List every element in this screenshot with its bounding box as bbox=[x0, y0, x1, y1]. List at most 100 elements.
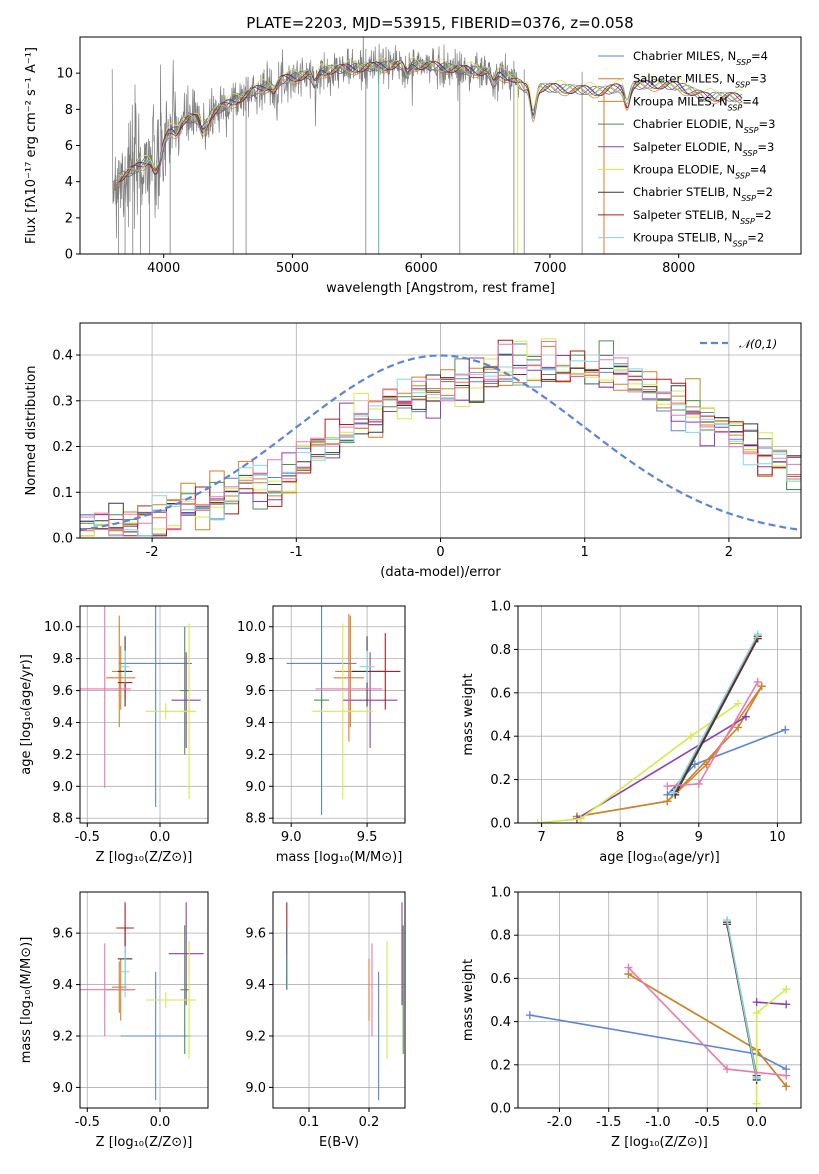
y-tick-label: 9.8 bbox=[245, 652, 266, 667]
x-tick-label: 0 bbox=[436, 545, 444, 560]
histogram-step bbox=[80, 338, 801, 538]
y-tick-label: 8 bbox=[65, 103, 73, 118]
y-tick-label: 9.2 bbox=[245, 748, 266, 763]
observed-spectrum bbox=[111, 37, 520, 239]
y-tick-label: 10.0 bbox=[44, 620, 73, 635]
age-vs-Z-panel: -0.5 0.0 8.8 9.0 9.2 9.4 9.6 9.8 10.0 Z [log₁₀(Z/… bbox=[19, 605, 209, 865]
data-point-marker bbox=[782, 1000, 791, 1009]
y-tick-label: 0.0 bbox=[490, 1102, 511, 1117]
axes-frame bbox=[517, 891, 802, 1109]
y-tick-label: 9.4 bbox=[52, 978, 73, 993]
legend-entry: Chabrier STELIB, NSSP=2 bbox=[633, 185, 773, 203]
y-tick-label: 9.6 bbox=[245, 684, 266, 699]
x-tick-label: 5000 bbox=[276, 261, 309, 276]
model-spectrum-line bbox=[118, 60, 743, 180]
x-axis-label: (data-model)/error bbox=[380, 565, 501, 580]
data-point-marker bbox=[576, 814, 585, 823]
y-tick-label: 8.8 bbox=[52, 812, 73, 827]
histogram-step bbox=[80, 343, 801, 538]
legend-entry: Kroupa MILES, NSSP=4 bbox=[633, 94, 759, 112]
data-point-marker bbox=[741, 712, 750, 721]
data-point-marker bbox=[533, 819, 542, 823]
y-tick-label: 10.0 bbox=[237, 620, 266, 635]
x-tick-label: 9.0 bbox=[281, 830, 302, 845]
y-axis-label: Flux [fλ10⁻¹⁷ erg cm⁻² s⁻¹ A⁻¹] bbox=[24, 47, 39, 244]
legend-entry: Kroupa STELIB, NSSP=2 bbox=[633, 231, 764, 249]
y-tick-label: 0.3 bbox=[52, 394, 73, 409]
legend-entry: Salpeter MILES, NSSP=3 bbox=[633, 72, 767, 90]
model-spectrum-line bbox=[112, 62, 743, 189]
y-tick-label: 9.4 bbox=[245, 978, 266, 993]
y-tick-label: 9.4 bbox=[52, 716, 73, 731]
histogram-step bbox=[80, 364, 801, 538]
mass-weight-vs-age-panel: 7 8 9 10 0.0 0.2 0.4 0.6 0.8 1.0 age [log₁₀(age/yr… bbox=[461, 600, 802, 865]
x-axis-label: mass [log₁₀(M/M⊙)] bbox=[276, 850, 403, 865]
gaussian-curve bbox=[80, 354, 799, 532]
y-tick-label: 0.0 bbox=[52, 532, 73, 547]
residual-histogram-panel: -2 -1 0 1 2 0.0 0.1 0.2 0.3 0.4 (data-model)/error… bbox=[24, 322, 802, 580]
x-tick-label: 8000 bbox=[662, 261, 695, 276]
y-axis-label: age [log₁₀(age/yr)] bbox=[19, 654, 34, 775]
y-tick-label: 10 bbox=[56, 67, 73, 82]
y-tick-label: 9.6 bbox=[52, 927, 73, 942]
x-tick-label: 9 bbox=[695, 830, 703, 845]
x-tick-label: 1 bbox=[581, 545, 589, 560]
series-line bbox=[755, 988, 787, 1104]
series-line bbox=[672, 633, 759, 793]
x-tick-label: 10 bbox=[769, 830, 786, 845]
x-tick-label: 0.2 bbox=[359, 1115, 380, 1130]
age-vs-mass-panel: 9.0 9.5 8.8 9.0 9.2 9.4 9.6 9.8 10.0 mass [log₁₀(… bbox=[237, 605, 406, 865]
y-tick-label: 9.4 bbox=[245, 716, 266, 731]
legend-entry: Kroupa ELODIE, NSSP=4 bbox=[633, 163, 767, 181]
x-axis-label: Z [log₁₀(Z/Z⊙)] bbox=[611, 1135, 708, 1150]
y-tick-label: 4 bbox=[65, 175, 73, 190]
x-tick-label: 0.1 bbox=[299, 1115, 320, 1130]
data-point-marker bbox=[752, 1073, 761, 1082]
series-line bbox=[576, 685, 763, 818]
x-tick-label: 4000 bbox=[147, 261, 180, 276]
y-tick-label: 9.0 bbox=[52, 780, 73, 795]
y-tick-label: 9.2 bbox=[52, 1030, 73, 1045]
y-tick-label: 0.2 bbox=[52, 440, 73, 455]
y-axis-label: mass weight bbox=[461, 673, 476, 755]
x-axis-label: Z [log₁₀(Z/Z⊙)] bbox=[96, 850, 193, 865]
legend-entry: Salpeter STELIB, NSSP=2 bbox=[633, 208, 772, 226]
x-tick-label: -0.5 bbox=[75, 830, 100, 845]
y-tick-label: 0.0 bbox=[490, 817, 511, 832]
y-tick-label: 0.2 bbox=[490, 1058, 511, 1073]
data-point-marker bbox=[782, 985, 791, 994]
y-tick-label: 9.8 bbox=[52, 652, 73, 667]
model-spectrum-line bbox=[112, 61, 743, 183]
x-tick-label: 0.0 bbox=[746, 1115, 767, 1130]
x-tick-label: 0.0 bbox=[150, 1115, 171, 1130]
legend-entry: Chabrier ELODIE, NSSP=3 bbox=[633, 117, 775, 135]
model-spectrum-line bbox=[118, 60, 743, 183]
y-tick-label: 0.6 bbox=[490, 972, 511, 987]
data-point-marker bbox=[694, 779, 703, 788]
data-point-marker bbox=[663, 782, 672, 791]
y-tick-label: 0.8 bbox=[490, 643, 511, 658]
x-tick-label: -1 bbox=[290, 545, 303, 560]
y-axis-label: Normed distribution bbox=[24, 366, 39, 496]
mass-vs-ebv-panel: 0.1 0.2 9.0 9.2 9.4 9.6 E(B-V) bbox=[245, 891, 406, 1150]
axes-frame bbox=[517, 605, 802, 824]
data-point-marker bbox=[734, 723, 743, 732]
x-tick-label: 2 bbox=[725, 545, 733, 560]
y-axis-label: mass weight bbox=[461, 959, 476, 1041]
histogram-step bbox=[80, 340, 801, 538]
data-point-marker bbox=[752, 998, 761, 1007]
x-tick-label: -0.5 bbox=[695, 1115, 720, 1130]
data-point-marker bbox=[752, 1008, 761, 1017]
data-point-marker bbox=[525, 1011, 534, 1020]
data-point-marker bbox=[757, 682, 766, 691]
axes-frame bbox=[272, 605, 406, 824]
x-tick-label: 7 bbox=[537, 830, 545, 845]
series-line bbox=[674, 638, 759, 796]
y-tick-label: 0.2 bbox=[490, 773, 511, 788]
y-tick-label: 6 bbox=[65, 139, 73, 154]
x-tick-label: -1.5 bbox=[596, 1115, 621, 1130]
data-point-marker bbox=[663, 797, 672, 806]
y-axis-label: mass [log₁₀(M/M⊙)] bbox=[19, 937, 34, 1064]
y-tick-label: 9.6 bbox=[245, 927, 266, 942]
